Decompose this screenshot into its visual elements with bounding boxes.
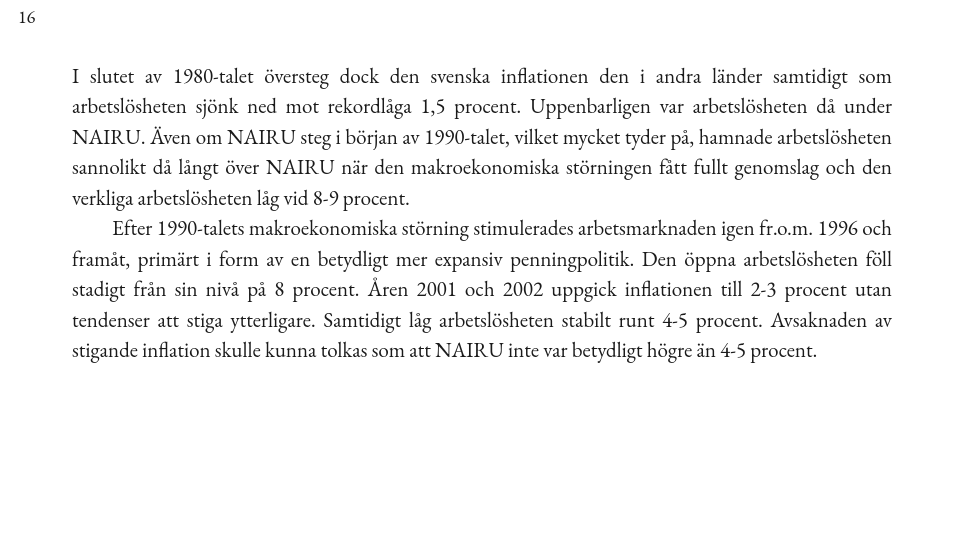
paragraph-1: I slutet av 1980-talet översteg dock den… xyxy=(72,62,892,214)
body-text: I slutet av 1980-talet översteg dock den… xyxy=(72,62,892,366)
page-number: 16 xyxy=(18,6,35,29)
paragraph-2: Efter 1990-talets makroekonomiska störni… xyxy=(72,214,892,366)
page: 16 I slutet av 1980-talet översteg dock … xyxy=(0,0,960,551)
